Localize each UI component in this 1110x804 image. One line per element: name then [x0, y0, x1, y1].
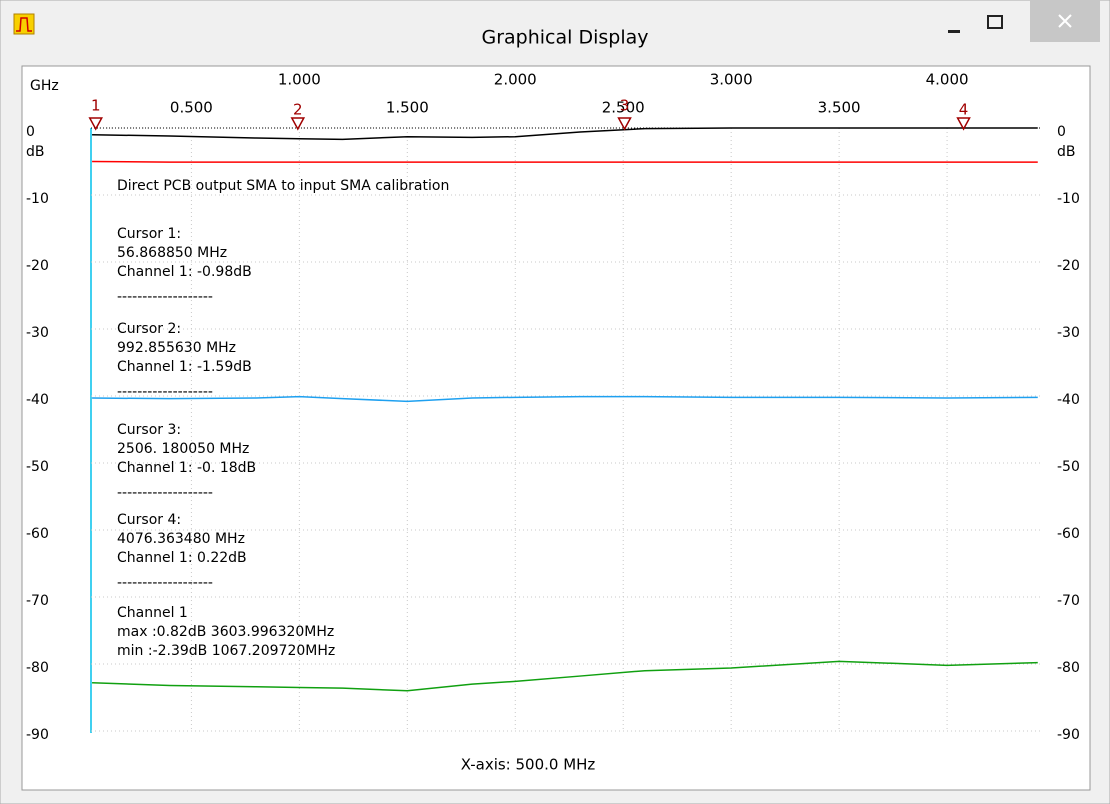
- cursor-label: 4: [959, 101, 969, 119]
- y-tick-label-right: 0: [1057, 124, 1066, 140]
- x-tick-label: 4.000: [926, 71, 969, 89]
- x-unit: GHz: [30, 78, 59, 94]
- readout-line: -------------------: [117, 485, 213, 501]
- y-tick-label-right: -40: [1057, 392, 1080, 408]
- y-tick-label: -80: [26, 660, 49, 676]
- y-tick-label-right: -60: [1057, 526, 1080, 542]
- y-tick-label-right: -80: [1057, 660, 1080, 676]
- y-tick-label-right: -90: [1057, 727, 1080, 743]
- y-tick-label: -60: [26, 526, 49, 542]
- readout-line: Channel 1: [117, 605, 188, 621]
- trace: [92, 395, 1038, 403]
- minimize-button[interactable]: [948, 30, 960, 33]
- y-tick-label: -40: [26, 392, 49, 408]
- x-tick-label: 1.500: [386, 99, 429, 117]
- x-tick-label: 2.500: [602, 99, 645, 117]
- y-unit-left: dB: [26, 144, 45, 160]
- readout-line: 4076.363480 MHz: [117, 531, 245, 547]
- x-tick-label: 0.500: [170, 99, 213, 117]
- readout-line: Channel 1: 0.22dB: [117, 550, 247, 566]
- y-tick-label: 0: [26, 124, 35, 140]
- y-tick-label: -10: [26, 191, 49, 207]
- app-icon: [13, 13, 35, 35]
- y-tick-label: -70: [26, 593, 49, 609]
- x-tick-label: 3.500: [818, 99, 861, 117]
- readout-line: Cursor 1:: [117, 226, 181, 242]
- trace: [92, 660, 1038, 692]
- cursor-marker: [88, 117, 103, 131]
- readout-line: 992.855630 MHz: [117, 340, 236, 356]
- readout-line: -------------------: [117, 289, 213, 305]
- cursor-label: 1: [91, 97, 101, 115]
- x-axis-label: X-axis: 500.0 MHz: [461, 756, 596, 774]
- cursor-marker: [956, 117, 971, 131]
- y-tick-label-right: -10: [1057, 191, 1080, 207]
- y-tick-label: -50: [26, 459, 49, 475]
- x-tick-label: 1.000: [278, 71, 321, 89]
- cursor-marker: [290, 117, 306, 131]
- close-glyph: [1058, 14, 1072, 28]
- readout-line: Cursor 3:: [117, 422, 181, 438]
- cursor-label: 2: [293, 101, 303, 119]
- y-tick-label: -20: [26, 258, 49, 274]
- readout-line: Channel 1: -1.59dB: [117, 359, 252, 375]
- y-tick-label: -30: [26, 325, 49, 341]
- trace: [92, 160, 1038, 163]
- readout-line: Channel 1: -0.98dB: [117, 264, 252, 280]
- maximize-button[interactable]: [987, 15, 1003, 29]
- trace: [92, 127, 1038, 141]
- y-unit-right: dB: [1057, 144, 1076, 160]
- y-tick-label-right: -50: [1057, 459, 1080, 475]
- x-tick-label: 3.000: [710, 71, 753, 89]
- caption: Direct PCB output SMA to input SMA calib…: [117, 178, 449, 194]
- readout-line: Channel 1: -0. 18dB: [117, 460, 256, 476]
- readout-line: -------------------: [117, 575, 213, 591]
- window-title: Graphical Display: [481, 27, 648, 49]
- readout-line: Cursor 2:: [117, 321, 181, 337]
- readout-line: 56.868850 MHz: [117, 245, 227, 261]
- readout-line: Cursor 4:: [117, 512, 181, 528]
- readout-line: -------------------: [117, 384, 213, 400]
- readout-line: 2506. 180050 MHz: [117, 441, 249, 457]
- x-tick-label: 2.000: [494, 71, 537, 89]
- y-tick-label-right: -30: [1057, 325, 1080, 341]
- cursor-marker: [617, 117, 632, 131]
- readout-line: max :0.82dB 3603.996320MHz: [117, 624, 334, 640]
- cursor-label: 3: [620, 97, 630, 115]
- plot-panel: [21, 65, 1091, 791]
- y-tick-label: -90: [26, 727, 49, 743]
- y-tick-label-right: -70: [1057, 593, 1080, 609]
- readout-line: min :-2.39dB 1067.209720MHz: [117, 643, 335, 659]
- app-icon-glyph: [16, 17, 32, 32]
- y-tick-label-right: -20: [1057, 258, 1080, 274]
